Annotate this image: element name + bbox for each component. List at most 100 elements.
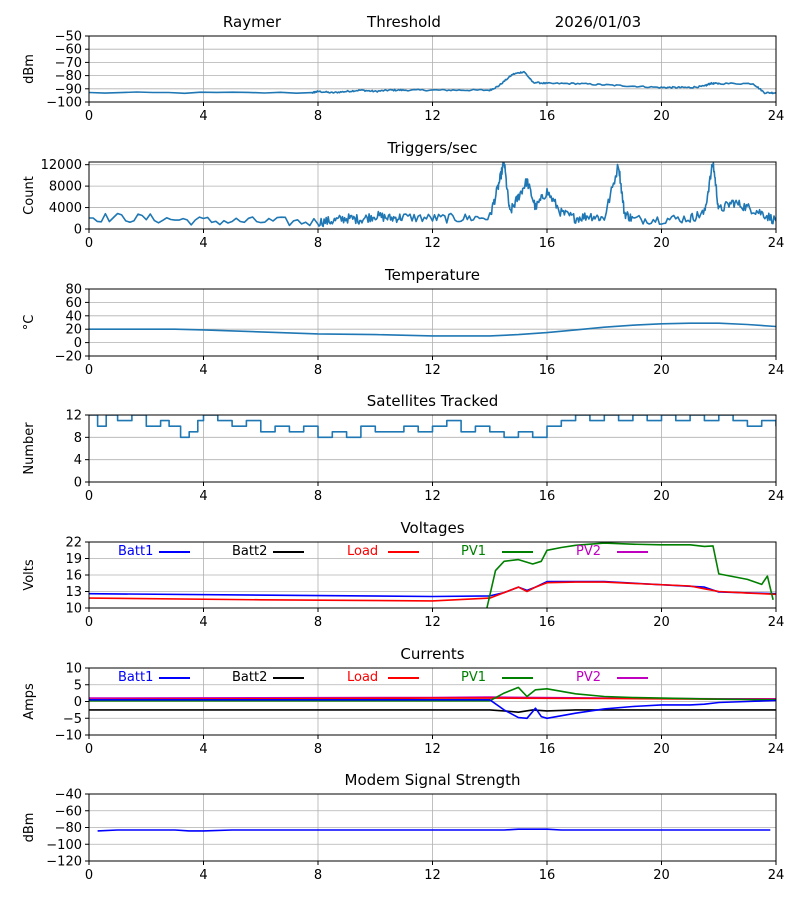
station-name: Raymer xyxy=(223,13,282,31)
y-tick-label: −10 xyxy=(55,729,82,744)
y-axis-label: Count xyxy=(22,176,37,215)
chart-triggers: 0 4 8 12 16 20 24 0 4000 8000 12000 Triggers/sec Cou… xyxy=(22,139,784,251)
y-tick-label: 0 xyxy=(74,223,82,238)
x-tick-label: 12 xyxy=(424,363,441,378)
x-tick-label: 24 xyxy=(768,868,785,883)
series-line-batt2 xyxy=(89,709,776,713)
x-tick-label: 20 xyxy=(653,109,670,124)
x-tick-label: 24 xyxy=(768,742,785,757)
y-tick-label: −70 xyxy=(55,56,82,71)
y-tick-label: −80 xyxy=(55,69,82,84)
legend-label-load: Load xyxy=(347,544,378,559)
chart-modem: 0 4 8 12 16 20 24 −120 −100 −80 −60−40 Modem Signal… xyxy=(22,771,784,883)
y-tick-label: 10 xyxy=(65,662,82,677)
x-tick-label: 0 xyxy=(85,109,93,124)
y-tick-label: 80 xyxy=(65,283,82,298)
x-tick-label: 16 xyxy=(539,236,556,251)
y-axis-label: Volts xyxy=(22,559,37,591)
x-tick-label: 0 xyxy=(85,615,93,630)
y-tick-label: 4000 xyxy=(49,201,82,216)
y-tick-label: −80 xyxy=(55,821,82,836)
series-line-triggers xyxy=(89,162,776,228)
x-tick-label: 20 xyxy=(653,489,670,504)
y-tick-label: −40 xyxy=(55,788,82,803)
chart-title: Voltages xyxy=(400,519,464,537)
series-line-load xyxy=(89,581,776,602)
x-tick-label: 0 xyxy=(85,236,93,251)
x-tick-label: 16 xyxy=(539,868,556,883)
series-line-temperature xyxy=(89,322,776,337)
x-tick-label: 4 xyxy=(199,868,207,883)
y-tick-label: −5 xyxy=(63,712,82,727)
chart-signal: 0 4 8 12 16 20 24 −100−90−80−70−60−50 dBm xyxy=(22,30,784,125)
y-tick-label: 13 xyxy=(65,585,82,600)
series-line-modem xyxy=(97,828,771,832)
x-tick-label: 20 xyxy=(653,236,670,251)
legend-label-pv2: PV2 xyxy=(576,670,601,685)
mode-label: Threshold xyxy=(366,13,441,31)
y-axis-label: dBm xyxy=(22,54,37,84)
x-tick-label: 8 xyxy=(314,109,322,124)
x-tick-label: 16 xyxy=(539,363,556,378)
legend-label-load: Load xyxy=(347,670,378,685)
y-tick-label: 40 xyxy=(65,309,82,324)
y-tick-label: 60 xyxy=(65,296,82,311)
x-tick-label: 8 xyxy=(314,615,322,630)
legend-label-batt1: Batt1 xyxy=(118,544,153,559)
chart-title: Modem Signal Strength xyxy=(345,771,521,789)
legend-label-pv1: PV1 xyxy=(461,544,486,559)
legend-label-pv1: PV1 xyxy=(461,670,486,685)
series-line-batt1 xyxy=(89,699,776,720)
y-tick-label: 0 xyxy=(74,695,82,710)
y-tick-label: 8000 xyxy=(49,180,82,195)
y-tick-label: 12000 xyxy=(41,158,82,173)
y-tick-label: 16 xyxy=(65,569,82,584)
x-tick-label: 8 xyxy=(314,742,322,757)
legend-label-batt1: Batt1 xyxy=(118,670,153,685)
x-tick-label: 20 xyxy=(653,868,670,883)
legend-label-pv2: PV2 xyxy=(576,544,601,559)
x-tick-label: 0 xyxy=(85,742,93,757)
y-axis-label: Number xyxy=(22,422,37,475)
x-tick-label: 12 xyxy=(424,742,441,757)
x-tick-label: 12 xyxy=(424,489,441,504)
y-axis-label: °C xyxy=(22,315,37,331)
chart-title: Currents xyxy=(400,645,464,663)
x-tick-label: 0 xyxy=(85,868,93,883)
y-tick-label: 22 xyxy=(65,536,82,551)
y-tick-label: −120 xyxy=(46,855,82,870)
y-tick-label: 5 xyxy=(74,678,82,693)
x-tick-label: 4 xyxy=(199,109,207,124)
y-tick-label: −90 xyxy=(55,82,82,97)
x-tick-label: 12 xyxy=(424,615,441,630)
x-tick-label: 12 xyxy=(424,236,441,251)
x-tick-label: 0 xyxy=(85,489,93,504)
y-tick-label: −60 xyxy=(55,804,82,819)
x-tick-label: 12 xyxy=(424,109,441,124)
legend-label-batt2: Batt2 xyxy=(232,670,267,685)
legend-label-batt2: Batt2 xyxy=(232,544,267,559)
y-tick-label: 0 xyxy=(74,336,82,351)
y-tick-label: 20 xyxy=(65,323,82,338)
x-tick-label: 16 xyxy=(539,742,556,757)
x-tick-label: 8 xyxy=(314,236,322,251)
chart-satellites: 0 4 8 12 16 20 24 0 4 8 12 Satellites Tracked Number xyxy=(22,392,784,504)
y-tick-label: 8 xyxy=(74,431,82,446)
series-line-pv1 xyxy=(89,686,776,702)
x-tick-label: 20 xyxy=(653,742,670,757)
x-tick-label: 16 xyxy=(539,615,556,630)
x-tick-label: 16 xyxy=(539,489,556,504)
y-tick-label: −100 xyxy=(46,96,82,111)
y-tick-label: 0 xyxy=(74,476,82,491)
y-tick-label: −50 xyxy=(55,30,82,45)
y-tick-label: 4 xyxy=(74,453,82,468)
x-tick-label: 20 xyxy=(653,615,670,630)
x-tick-label: 4 xyxy=(199,489,207,504)
x-tick-label: 24 xyxy=(768,363,785,378)
date-label: 2026/01/03 xyxy=(555,13,641,31)
y-tick-label: 19 xyxy=(65,552,82,567)
x-tick-label: 4 xyxy=(199,615,207,630)
x-tick-label: 24 xyxy=(768,615,785,630)
